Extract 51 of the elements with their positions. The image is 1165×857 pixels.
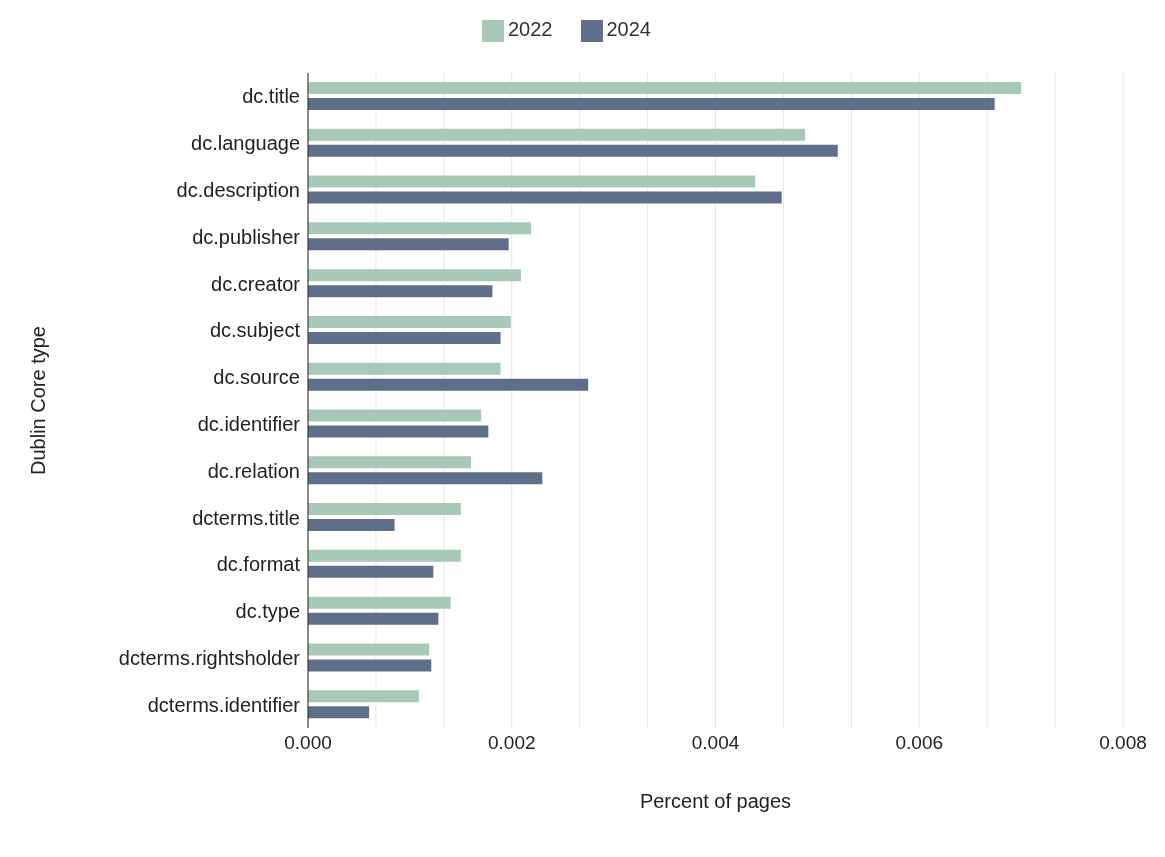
x-tick-label: 0.006: [895, 732, 944, 754]
bar: [308, 503, 461, 516]
bar: [308, 144, 838, 157]
bar: [308, 315, 511, 328]
x-axis-title: Percent of pages: [639, 790, 792, 812]
y-tick-label: dc.creator: [211, 272, 301, 295]
x-tick-label: 0.000: [284, 732, 332, 754]
bar: [308, 690, 420, 703]
bar: [308, 191, 782, 204]
bar: [308, 285, 493, 298]
y-tick-label: dc.type: [235, 600, 300, 623]
y-axis-title: Dublin Core type: [27, 326, 50, 475]
bar: [308, 425, 489, 438]
bar: [308, 596, 451, 609]
y-tick-label: dc.source: [213, 366, 300, 389]
legend-label: 2024: [606, 18, 651, 40]
y-tick-label: dc.title: [242, 85, 300, 108]
bar: [308, 472, 543, 485]
y-tick-label: dcterms.rightsholder: [118, 646, 301, 669]
y-tick-label: dc.format: [216, 553, 301, 576]
bar: [308, 456, 471, 469]
x-tick-label: 0.002: [487, 732, 536, 754]
bar: [308, 378, 589, 391]
bar: [308, 82, 1022, 94]
bar: [308, 238, 509, 251]
bar: [308, 549, 461, 562]
bar: [308, 643, 430, 656]
bar: [308, 128, 806, 141]
y-tick-label: dcterms.title: [192, 506, 300, 529]
bar: [308, 409, 482, 422]
y-tick-label: dc.language: [191, 132, 300, 155]
bar: [308, 222, 532, 235]
y-tick-label: dcterms.identifier: [147, 693, 301, 716]
y-tick-label: dc.relation: [207, 459, 300, 482]
bar: [308, 612, 439, 625]
x-tick-label: 0.008: [1099, 732, 1147, 754]
y-tick-label: dc.subject: [209, 319, 301, 342]
bar: [308, 175, 756, 188]
x-tick-label: 0.004: [691, 732, 740, 754]
y-tick-label: dc.description: [176, 179, 300, 202]
bar: [308, 519, 395, 532]
legend-label: 2022: [508, 18, 553, 40]
bar: [308, 98, 995, 110]
bar: [308, 331, 501, 344]
y-tick-label: dc.identifier: [197, 412, 301, 435]
bar: [308, 269, 521, 282]
bar: [308, 565, 434, 578]
y-tick-label: dc.publisher: [192, 225, 301, 248]
bar: [308, 706, 370, 719]
bar: [308, 362, 501, 375]
bar: [308, 659, 432, 672]
